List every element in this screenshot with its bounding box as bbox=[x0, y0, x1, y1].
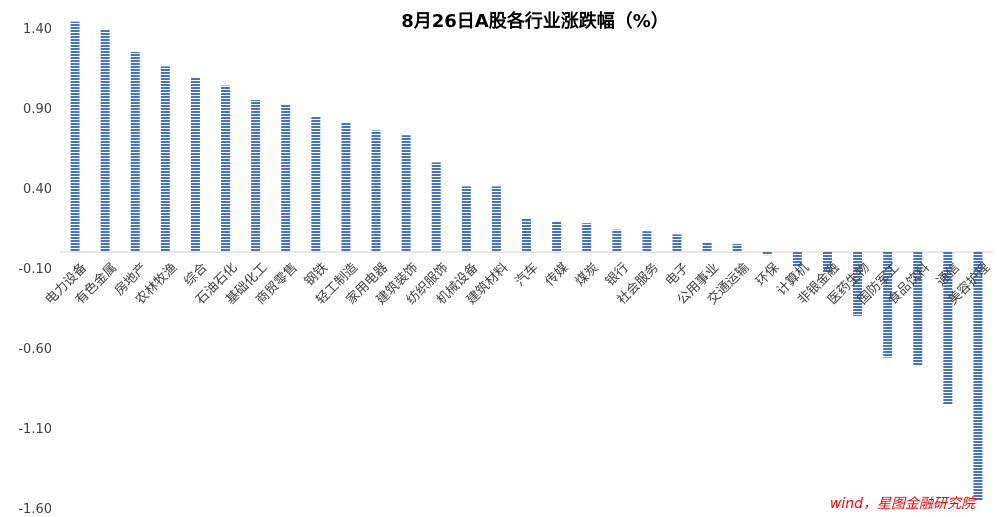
bar-机械设备 bbox=[461, 186, 471, 252]
bar-社会服务 bbox=[642, 231, 652, 252]
bar-房地产 bbox=[130, 52, 140, 252]
source-note: wind，星图金融研究院 bbox=[830, 496, 977, 512]
x-tick-label: 煤炭 bbox=[573, 260, 602, 289]
bar-食品饮料 bbox=[913, 252, 923, 366]
bar-商贸零售 bbox=[281, 104, 291, 252]
y-tick-label: -1.60 bbox=[18, 502, 52, 517]
y-tick-label: 1.40 bbox=[23, 22, 52, 37]
bar-传媒 bbox=[552, 221, 562, 252]
bar-国防军工 bbox=[883, 252, 893, 358]
bar-公用事业 bbox=[702, 242, 712, 252]
bar-建筑材料 bbox=[491, 186, 501, 252]
bar-家用电器 bbox=[371, 130, 381, 252]
y-tick-label: -0.10 bbox=[18, 262, 52, 277]
bar-计算机 bbox=[792, 252, 802, 267]
bar-电力设备 bbox=[70, 21, 80, 252]
bar-农林牧渔 bbox=[160, 66, 170, 253]
bar-银行 bbox=[612, 229, 622, 252]
bar-有色金属 bbox=[100, 29, 110, 252]
bar-建筑装饰 bbox=[401, 135, 411, 252]
bar-综合 bbox=[190, 77, 200, 252]
bar-纺织服饰 bbox=[431, 162, 441, 252]
x-tick-label: 汽车 bbox=[512, 260, 542, 290]
y-tick-label: 0.90 bbox=[23, 102, 52, 117]
bar-医药生物 bbox=[853, 252, 863, 316]
bar-交通运输 bbox=[732, 244, 742, 252]
bar-钢铁 bbox=[311, 116, 321, 252]
y-tick-label: -0.60 bbox=[18, 342, 52, 357]
chart-title: 8月26日A股各行业涨跌幅（%） bbox=[401, 10, 669, 32]
bar-煤炭 bbox=[582, 223, 592, 252]
bars bbox=[70, 21, 983, 500]
x-tick-label: 传媒 bbox=[543, 260, 572, 289]
bar-美容护理 bbox=[973, 252, 983, 500]
y-tick-label: 0.40 bbox=[23, 182, 52, 197]
bar-石油石化 bbox=[221, 85, 231, 252]
y-axis: 1.40 0.90 0.40 -0.10 -0.60 -1.10 -1.60 bbox=[18, 22, 52, 517]
bar-非银金融 bbox=[822, 252, 832, 273]
bar-基础化工 bbox=[251, 100, 261, 252]
bar-电子 bbox=[672, 234, 682, 252]
y-tick-label: -1.10 bbox=[18, 422, 52, 437]
bar-环保 bbox=[762, 252, 772, 256]
bar-通信 bbox=[943, 252, 953, 404]
bar-轻工制造 bbox=[341, 122, 351, 253]
bar-汽车 bbox=[522, 218, 531, 252]
